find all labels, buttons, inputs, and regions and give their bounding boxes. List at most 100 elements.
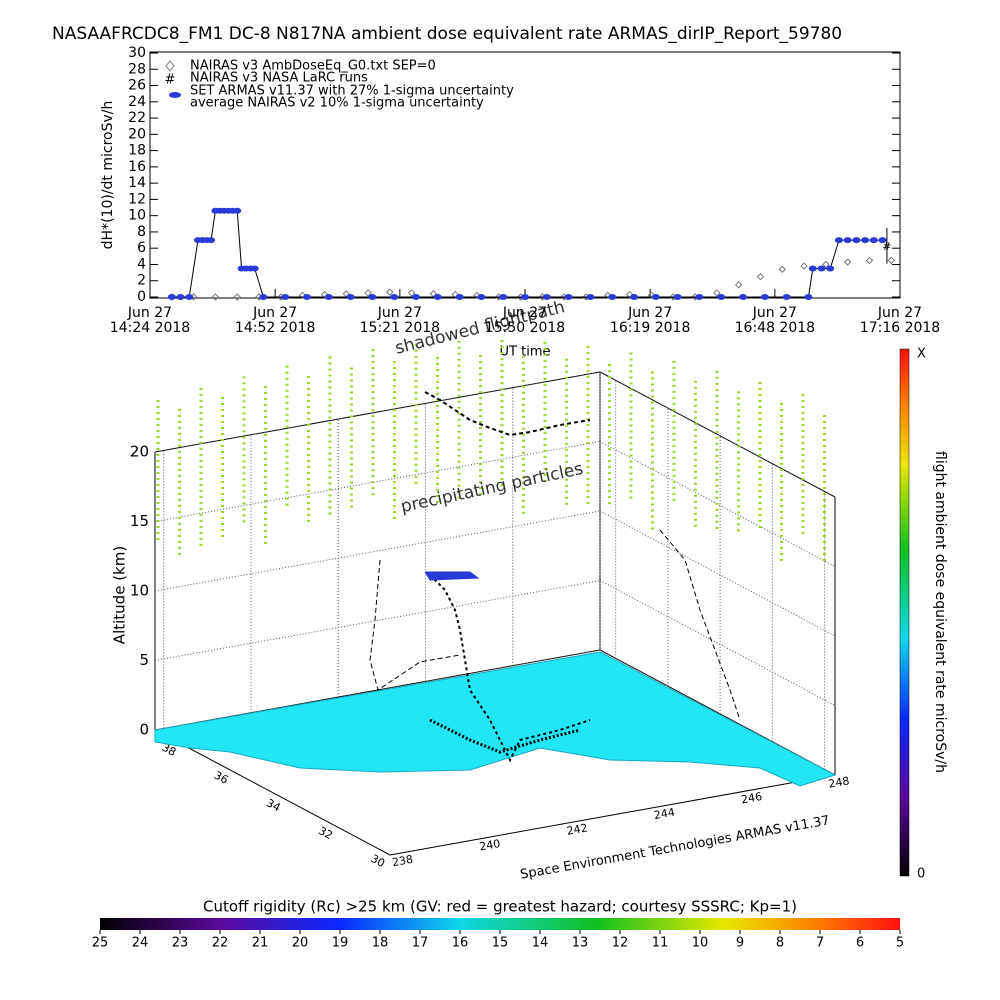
point [804, 294, 813, 300]
point [433, 294, 442, 300]
x-tick-label: 7 [816, 936, 824, 951]
x-tick-label: Jun 27 17:16 2018 [859, 305, 941, 336]
x-tick-label: 6 [856, 936, 864, 951]
x-tick-label: 10 [692, 936, 709, 951]
point [822, 260, 830, 269]
point [281, 294, 290, 300]
point [346, 294, 355, 300]
colorbar-min-label: 0 [917, 867, 925, 882]
y-tick-label: 22 [128, 110, 146, 126]
point [386, 288, 394, 296]
y-tick-label: 4 [137, 256, 146, 272]
y-tick-label: 12 [128, 191, 146, 207]
x-tick-label: 18 [372, 936, 389, 951]
x-tick-label: 15 [492, 936, 509, 951]
y-tick-label: 10 [128, 208, 146, 224]
legend-entry: average NAIRAS v2 10% 1-sigma uncertaint… [190, 96, 484, 111]
x-tick-label: 9 [736, 936, 744, 951]
y-tick-label: 8 [137, 224, 146, 240]
point [207, 237, 216, 244]
z-tick-label: 15 [130, 512, 149, 530]
x-tick-label: 19 [332, 936, 349, 951]
y-tick-label: 16 [128, 159, 146, 175]
point [756, 272, 765, 281]
point [324, 294, 333, 300]
point [473, 291, 481, 300]
point [542, 294, 551, 300]
point [586, 294, 595, 300]
point [834, 237, 843, 244]
point [647, 291, 656, 300]
point [852, 237, 861, 244]
lon-tick-label: 238 [391, 853, 414, 869]
point [451, 290, 459, 299]
z-axis-label: Altitude (km) [111, 546, 129, 644]
flight-path [369, 391, 741, 763]
lon-tick-label: 248 [827, 774, 850, 790]
point [250, 265, 259, 272]
x-tick-label: 21 [252, 936, 269, 951]
x-tick-label: 12 [612, 936, 629, 951]
y-tick-label: 24 [128, 94, 146, 110]
colorbar-title: Cutoff rigidity (Rc) >25 km (GV: red = g… [203, 898, 797, 916]
point [176, 294, 185, 300]
point [817, 265, 826, 272]
point [673, 294, 682, 300]
point [778, 265, 786, 274]
x-tick-label: 20 [292, 936, 309, 951]
lat-tick-label: 34 [264, 796, 282, 814]
point [185, 294, 194, 300]
y-tick-label: 6 [137, 240, 146, 256]
grid-line [154, 510, 601, 592]
point [739, 294, 748, 300]
point [298, 291, 307, 300]
y-tick-label: 0 [137, 289, 146, 305]
x-tick-label: 17 [412, 936, 429, 951]
y-tick-label: 28 [128, 61, 146, 77]
point: # [882, 240, 891, 253]
lat-tick-label: 30 [369, 852, 387, 870]
point [843, 258, 852, 266]
x-tick-label: 8 [776, 936, 784, 951]
point [782, 294, 791, 300]
point [625, 290, 634, 299]
point [865, 256, 874, 265]
point [878, 237, 887, 244]
colorbar-horizontal [100, 918, 900, 930]
legend-marker [165, 60, 175, 72]
box-edge [154, 729, 391, 856]
legend-entry: SET ARMAS v11.37 with 27% 1-sigma uncert… [190, 84, 514, 99]
point [259, 294, 268, 300]
point [455, 294, 464, 300]
x-tick-label: 23 [172, 936, 189, 951]
point [861, 237, 870, 244]
y-axis-label: dH*(10)/dt microSv/h [100, 101, 116, 250]
z-tick-label: 0 [139, 721, 149, 739]
x-axis-label: UT time [500, 345, 551, 360]
lon-tick-label: 244 [653, 806, 676, 822]
point [651, 294, 660, 300]
y-tick-label: 30 [128, 45, 146, 61]
y-tick-label: 20 [128, 126, 146, 142]
x-tick-label: 25 [92, 936, 109, 951]
grid-line [154, 441, 601, 522]
x-tick-label: 14 [532, 936, 549, 951]
point [604, 291, 612, 300]
point [411, 294, 420, 300]
z-tick-label: 20 [130, 443, 149, 461]
point [407, 289, 416, 297]
point [826, 265, 835, 272]
y-tick-label: 18 [128, 143, 146, 159]
grid-line [154, 371, 601, 453]
y-tick-label: 14 [128, 175, 146, 191]
x-tick-label: 22 [212, 936, 229, 951]
box-edge [599, 371, 836, 498]
point [800, 262, 808, 270]
point [630, 294, 639, 300]
lon-tick-label: 240 [478, 837, 501, 853]
point [233, 293, 241, 301]
x-tick-label: 5 [896, 936, 904, 951]
point [233, 207, 242, 214]
lon-tick-label: 246 [740, 790, 763, 806]
